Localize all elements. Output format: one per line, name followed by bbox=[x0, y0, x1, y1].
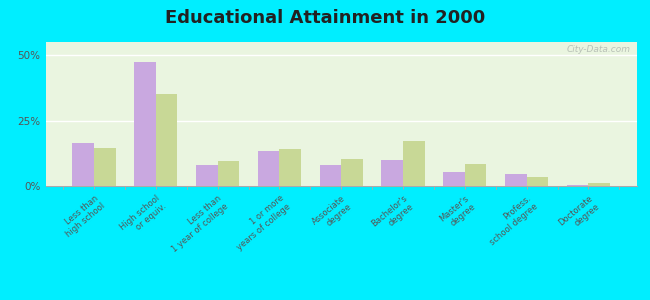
Bar bbox=[403, 142, 424, 186]
Bar bbox=[72, 143, 94, 186]
Bar bbox=[341, 158, 363, 186]
Bar bbox=[320, 165, 341, 186]
Bar bbox=[134, 61, 156, 186]
Bar bbox=[588, 183, 610, 186]
Bar bbox=[567, 185, 588, 186]
Bar bbox=[94, 148, 116, 186]
Bar bbox=[280, 149, 301, 186]
Text: City-Data.com: City-Data.com bbox=[567, 45, 631, 54]
Bar bbox=[196, 165, 218, 186]
Bar bbox=[258, 151, 280, 186]
Bar bbox=[382, 160, 403, 186]
Bar bbox=[505, 174, 526, 186]
Text: Educational Attainment in 2000: Educational Attainment in 2000 bbox=[165, 9, 485, 27]
Bar bbox=[218, 161, 239, 186]
Bar bbox=[526, 177, 549, 186]
Bar bbox=[465, 164, 486, 186]
Bar bbox=[443, 172, 465, 186]
Bar bbox=[156, 94, 177, 186]
